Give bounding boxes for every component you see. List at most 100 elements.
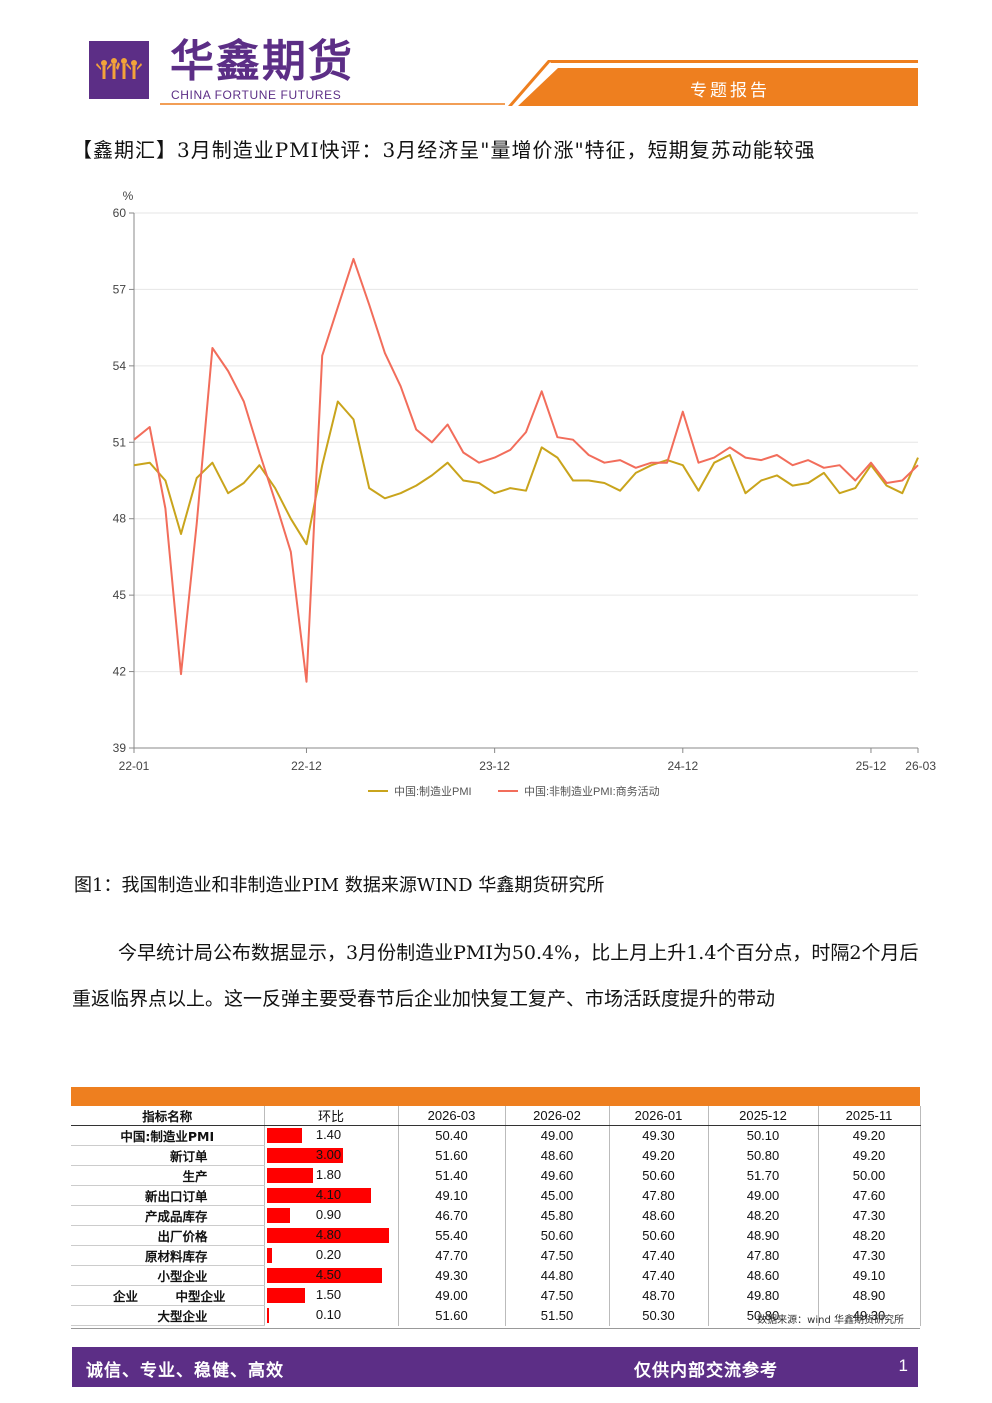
row-mom-cell: 4.80 (264, 1225, 399, 1246)
row-value-cell: 49.10 (398, 1185, 506, 1206)
row-value-cell: 48.90 (708, 1225, 819, 1246)
mom-data-bar (266, 1267, 382, 1283)
table-row: 新出口订单 4.10 49.10 45.00 47.80 49.00 47.60 (71, 1185, 921, 1206)
table-row: 中国:制造业PMI 1.40 50.40 49.00 49.30 50.10 49.20 (71, 1125, 921, 1146)
page-footer: 诚信、专业、稳健、高效 仅供内部交流参考 1 (72, 1347, 918, 1387)
company-logo (89, 41, 149, 99)
mom-value: 4.10 (315, 1186, 342, 1202)
mom-value: 4.50 (315, 1266, 342, 1282)
row-value-cell: 51.40 (398, 1165, 506, 1186)
row-value-cell: 49.30 (818, 1305, 921, 1326)
row-mom-cell: 4.50 (264, 1265, 399, 1286)
row-mom-cell: 0.10 (264, 1305, 399, 1326)
y-unit-label: % (123, 189, 134, 203)
mom-value: 0.90 (315, 1206, 342, 1222)
row-indicator-name: 原材料库存 (71, 1245, 265, 1266)
chart-legend: 中国:制造业PMI 中国:非制造业PMI:商务活动 (368, 784, 660, 798)
row-indicator-name: 产成品库存 (71, 1205, 265, 1226)
mom-data-bar (266, 1247, 272, 1263)
mom-data-bar (266, 1187, 372, 1203)
row-value-cell: 49.20 (609, 1145, 709, 1166)
x-tick-label: 22-01 (119, 759, 150, 773)
row-value-cell: 47.30 (818, 1205, 921, 1226)
figure-caption: 图1：我国制造业和非制造业PIM 数据来源WIND 华鑫期货研究所 (74, 875, 605, 896)
row-value-cell: 50.40 (398, 1125, 506, 1146)
legend-label: 中国:制造业PMI (394, 784, 472, 798)
row-mom-cell: 1.40 (264, 1125, 399, 1146)
table-row: 原材料库存 0.20 47.70 47.50 47.40 47.80 47.30 (71, 1245, 921, 1266)
row-value-cell: 50.10 (708, 1125, 819, 1146)
row-indicator-name: 企业 中型企业 (71, 1285, 265, 1306)
row-value-cell: 47.60 (818, 1185, 921, 1206)
y-tick-label: 60 (113, 206, 127, 220)
row-mom-cell: 0.90 (264, 1205, 399, 1226)
mom-value: 4.80 (315, 1226, 342, 1242)
row-mom-cell: 1.80 (264, 1165, 399, 1186)
row-name-text: 中国:制造业PMI (120, 1129, 215, 1144)
row-mom-cell: 3.00 (264, 1145, 399, 1166)
row-value-cell: 50.60 (609, 1165, 709, 1186)
mom-data-bar (266, 1207, 290, 1223)
row-mom-cell: 1.50 (264, 1285, 399, 1306)
mom-data-bar (266, 1147, 344, 1163)
row-value-cell: 49.00 (708, 1185, 819, 1206)
table-row: 生产 1.80 51.40 49.60 50.60 51.70 50.00 (71, 1165, 921, 1186)
row-value-cell: 50.30 (609, 1305, 709, 1326)
row-value-cell: 48.60 (609, 1205, 709, 1226)
col-header-date: 2025-12 (708, 1106, 819, 1126)
table-top-bar (71, 1087, 920, 1106)
row-value-cell: 44.80 (505, 1265, 610, 1286)
row-value-cell: 50.80 (708, 1305, 819, 1326)
row-value-cell: 50.80 (708, 1145, 819, 1166)
mom-value: 0.20 (315, 1246, 342, 1262)
row-name-text: 新出口订单 (144, 1189, 208, 1204)
table-row: 产成品库存 0.90 46.70 45.80 48.60 48.20 47.30 (71, 1205, 921, 1226)
row-indicator-name: 新出口订单 (71, 1185, 265, 1206)
x-tick-label: 25-12 (856, 759, 887, 773)
mom-data-bar (266, 1287, 305, 1303)
page-number: 1 (898, 1356, 908, 1375)
pmi-table: 指标名称 环比 2026-03 2026-02 2026-01 2025-12 … (71, 1106, 921, 1326)
table-header-row: 指标名称 环比 2026-03 2026-02 2026-01 2025-12 … (71, 1106, 921, 1126)
row-indicator-name: 生产 (71, 1165, 265, 1186)
row-value-cell: 55.40 (398, 1225, 506, 1246)
y-tick-label: 51 (113, 435, 127, 449)
table-row: 出厂价格 4.80 55.40 50.60 50.60 48.90 48.20 (71, 1225, 921, 1246)
row-value-cell: 49.30 (609, 1125, 709, 1146)
x-tick-label: 26-03 (905, 759, 936, 773)
row-mom-cell: 4.10 (264, 1185, 399, 1206)
row-name-text: 大型企业 (157, 1309, 208, 1324)
x-tick-label: 23-12 (479, 759, 510, 773)
report-type-label: 专题报告 (690, 81, 770, 101)
row-value-cell: 48.90 (818, 1285, 921, 1306)
x-tick-label: 24-12 (667, 759, 698, 773)
y-tick-label: 39 (113, 741, 127, 755)
mom-value: 3.00 (315, 1146, 342, 1162)
y-tick-label: 45 (113, 588, 127, 602)
table-row: 企业 中型企业 1.50 49.00 47.50 48.70 49.80 48.90 (71, 1285, 921, 1306)
row-value-cell: 47.40 (609, 1245, 709, 1266)
row-name-text: 生产 (182, 1169, 208, 1184)
row-name-text: 中型企业 (175, 1289, 226, 1304)
row-value-cell: 49.80 (708, 1285, 819, 1306)
x-tick-label: 22-12 (291, 759, 322, 773)
col-header-name: 指标名称 (71, 1106, 265, 1126)
row-value-cell: 47.80 (708, 1245, 819, 1266)
logo-figures-icon (96, 58, 142, 79)
col-header-date: 2026-02 (505, 1106, 610, 1126)
row-value-cell: 46.70 (398, 1205, 506, 1226)
row-value-cell: 49.00 (505, 1125, 610, 1146)
row-value-cell: 50.60 (505, 1225, 610, 1246)
legend-label: 中国:非制造业PMI:商务活动 (524, 784, 660, 798)
row-group-label: 企业 (113, 1289, 139, 1304)
y-tick-label: 54 (113, 359, 127, 373)
row-value-cell: 47.40 (609, 1265, 709, 1286)
table-row: 新订单 3.00 51.60 48.60 49.20 50.80 49.20 (71, 1145, 921, 1166)
row-value-cell: 47.30 (818, 1245, 921, 1266)
row-value-cell: 48.20 (708, 1205, 819, 1226)
row-indicator-name: 大型企业 (71, 1305, 265, 1326)
mom-data-bar (266, 1128, 303, 1143)
col-header-date: 2025-11 (818, 1106, 921, 1126)
series-line-0 (133, 400, 919, 546)
row-indicator-name: 小型企业 (71, 1265, 265, 1286)
